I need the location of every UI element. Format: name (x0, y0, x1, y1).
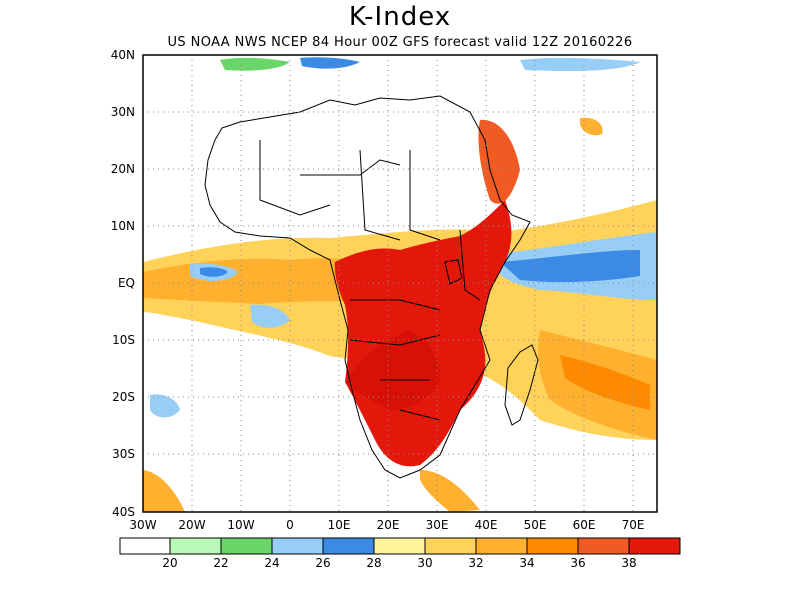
colorbar-label: 20 (162, 556, 177, 570)
colorbar-swatch (424, 537, 477, 555)
lat-tick-label: 30N (111, 105, 135, 119)
map-area (143, 55, 657, 512)
colorbar-swatch (322, 537, 375, 555)
map-title: K-Index (348, 2, 452, 32)
lat-tick-label: 40N (111, 48, 135, 62)
lat-tick-label: EQ (118, 276, 135, 290)
colorbar-swatch (220, 537, 273, 555)
lon-axis: 30W 20W 10W 0 10E 20E 30E 40E 50E 60E 70… (129, 518, 644, 532)
colorbar-swatch (169, 537, 222, 555)
lat-tick-label: 40S (112, 505, 135, 519)
map-subtitle: US NOAA NWS NCEP 84 Hour 00Z GFS forecas… (167, 35, 633, 50)
lat-tick-label: 10N (111, 219, 135, 233)
lat-tick-label: 10S (112, 333, 135, 347)
lat-tick-label: 20N (111, 162, 135, 176)
lon-tick-label: 50E (524, 518, 547, 532)
colorbar-label: 34 (519, 556, 534, 570)
lon-tick-label: 60E (573, 518, 596, 532)
lon-tick-label: 40E (475, 518, 498, 532)
colorbar-label: 22 (213, 556, 228, 570)
lon-tick-label: 20W (178, 518, 205, 532)
lat-tick-label: 30S (112, 447, 135, 461)
colorbar-swatch (475, 537, 528, 555)
colorbar-label: 30 (417, 556, 432, 570)
colorbar-label: 36 (570, 556, 585, 570)
coastlines (204, 95, 539, 479)
colorbar-swatch (526, 537, 579, 555)
colorbar-swatch (373, 537, 426, 555)
colorbar-label: 28 (366, 556, 381, 570)
colorbar-label: 32 (468, 556, 483, 570)
colorbar-label: 26 (315, 556, 330, 570)
colorbar-swatch (577, 537, 630, 555)
gridlines (143, 55, 657, 512)
lon-tick-label: 20E (377, 518, 400, 532)
map-frame (142, 54, 658, 513)
lon-tick-label: 30E (426, 518, 449, 532)
lat-tick-label: 20S (112, 390, 135, 404)
lon-tick-label: 0 (286, 518, 294, 532)
lat-axis: 40N 30N 20N 10N EQ 10S 20S 30S 40S (111, 48, 135, 519)
colorbar-swatch (271, 537, 324, 555)
colorbar-label: 24 (264, 556, 279, 570)
lon-tick-label: 30W (129, 518, 156, 532)
lon-tick-label: 70E (622, 518, 645, 532)
colorbar-label: 38 (621, 556, 636, 570)
lon-tick-label: 10W (227, 518, 254, 532)
colorbar-swatch (628, 537, 681, 555)
colorbar: 20 22 24 26 28 30 32 34 36 38 (119, 537, 681, 570)
lon-tick-label: 10E (328, 518, 351, 532)
colorbar-swatch (119, 537, 171, 555)
